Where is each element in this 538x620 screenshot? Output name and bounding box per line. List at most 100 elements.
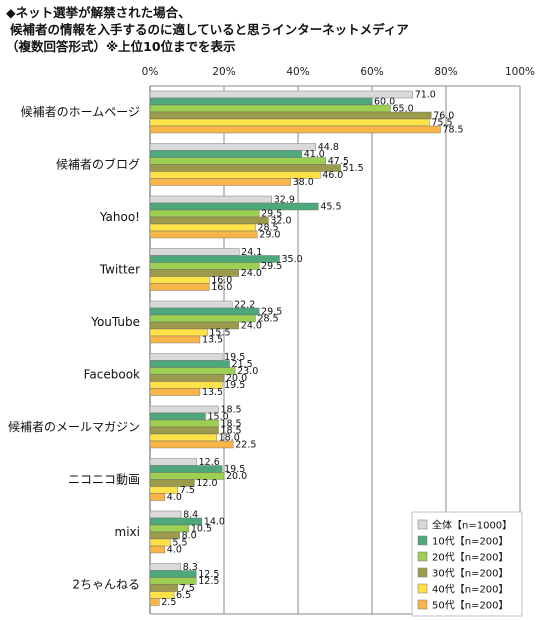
legend-box	[411, 511, 523, 617]
data-label: 19.5	[224, 380, 245, 391]
data-label: 44.8	[318, 142, 339, 153]
legend-label: 10代【n=200】	[432, 536, 509, 548]
title-line-1: ◆ネット選挙が解禁された場合、	[6, 5, 191, 20]
data-label: 78.5	[442, 125, 463, 136]
category-label: mixi	[115, 525, 140, 539]
bar	[149, 125, 441, 134]
bar	[149, 563, 181, 571]
data-label: 12.6	[199, 457, 220, 468]
data-label: 29.0	[259, 230, 280, 241]
bar	[149, 360, 230, 368]
legend-swatch	[417, 535, 428, 546]
data-label: 14.0	[204, 517, 225, 528]
legend-swatch	[417, 551, 428, 562]
data-label: 23.0	[237, 366, 258, 377]
bar	[149, 111, 432, 120]
data-label: 7.5	[180, 485, 195, 496]
x-tick-label: 100%	[505, 66, 535, 78]
data-label: 8.3	[183, 562, 198, 573]
legend-label: 20代【n=200】	[432, 552, 509, 564]
bar	[149, 412, 206, 421]
data-label: 15.5	[209, 328, 230, 339]
data-label: 2.5	[161, 597, 176, 608]
data-label: 13.5	[202, 335, 223, 346]
category-label: Twitter	[99, 263, 140, 277]
data-label: 65.0	[393, 104, 414, 115]
data-label: 18.5	[220, 426, 241, 437]
legend-swatch	[417, 567, 428, 578]
bar	[149, 143, 316, 151]
bar	[149, 97, 373, 106]
category-label: Yahoo!	[99, 210, 140, 224]
data-label: 22.5	[235, 440, 256, 451]
bar	[149, 223, 256, 232]
legend-swatch	[417, 519, 428, 530]
legend-label: 50代【n=200】	[432, 600, 509, 612]
category-label: 2ちゃんねる	[72, 578, 140, 592]
data-label: 47.5	[328, 156, 349, 167]
data-label: 29.5	[261, 307, 282, 318]
legend-swatch	[417, 583, 428, 594]
data-label: 32.0	[270, 216, 291, 227]
data-label: 28.5	[257, 314, 278, 325]
x-tick-label: 60%	[360, 66, 383, 78]
data-label: 16.0	[211, 282, 232, 293]
data-label: 29.5	[261, 209, 282, 220]
bar	[149, 493, 166, 501]
category-label: Facebook	[84, 368, 140, 382]
legend-label: 30代【n=200】	[432, 568, 509, 580]
bar	[149, 545, 166, 554]
data-label: 60.0	[374, 97, 395, 108]
data-label: 19.5	[224, 352, 245, 363]
bar	[149, 118, 430, 127]
chart-title: ◆ネット選挙が解禁された場合、 候補者の情報を入手するのに適していると思うインタ…	[6, 4, 534, 55]
bar	[149, 157, 326, 165]
data-label: 8.4	[183, 510, 198, 521]
bars	[149, 90, 441, 606]
title-line-3: （複数回答形式）※上位10位までを表示	[6, 39, 236, 54]
data-label: 4.0	[167, 492, 182, 503]
category-label: YouTube	[90, 315, 140, 329]
data-label: 46.0	[322, 170, 343, 181]
bar	[149, 458, 197, 466]
data-label: 51.5	[343, 163, 364, 174]
bar	[149, 300, 233, 309]
bar	[149, 598, 160, 606]
data-label: 18.0	[219, 433, 240, 444]
data-label: 20.0	[226, 471, 247, 482]
x-tick-label: 40%	[286, 66, 309, 78]
data-label: 12.5	[198, 576, 219, 587]
bar	[149, 335, 201, 344]
data-label: 12.0	[196, 478, 217, 489]
x-tick-label: 0%	[142, 66, 159, 78]
legend: 全体【n=1000】 10代【n=200】 20代【n=200】 30代【n=200】…	[411, 511, 523, 617]
data-label: 71.0	[415, 90, 436, 101]
bar	[149, 195, 272, 204]
bar	[149, 433, 217, 442]
x-tick-label: 80%	[434, 66, 457, 78]
data-label: 5.5	[172, 538, 187, 549]
bar	[149, 230, 258, 239]
bar	[149, 150, 302, 158]
bar	[149, 440, 234, 449]
data-label: 8.0	[182, 531, 197, 542]
labels: 0% 20% 40% 60% 80% 100% 候補者のホームページ 71.0 60.065.0…	[8, 66, 535, 608]
bar	[149, 388, 201, 396]
data-label: 35.0	[282, 254, 303, 265]
data-label: 18.5	[220, 419, 241, 430]
category-label: 候補者のホームページ	[21, 105, 140, 119]
data-label: 13.5	[202, 387, 223, 398]
data-label: 10.5	[191, 524, 212, 535]
data-label: 12.5	[198, 569, 219, 580]
bar	[149, 353, 223, 361]
bar	[149, 178, 291, 186]
bar	[149, 328, 208, 337]
bar	[149, 367, 236, 375]
data-label: 21.5	[232, 359, 253, 370]
data-label: 16.0	[211, 275, 232, 286]
category-label: 候補者のブログ	[56, 157, 140, 172]
data-label: 18.5	[220, 405, 241, 416]
bar	[149, 248, 240, 256]
data-label: 6.5	[176, 590, 191, 601]
